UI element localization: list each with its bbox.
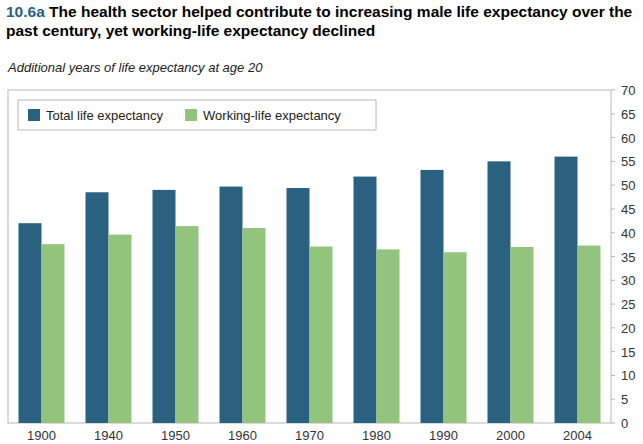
- bar: [287, 188, 310, 423]
- y-tick-label: 65: [621, 107, 635, 122]
- bar: [86, 192, 109, 423]
- bar: [555, 157, 578, 423]
- y-tick: [611, 90, 615, 91]
- y-tick-label: 5: [621, 392, 628, 407]
- y-tick-label: 15: [621, 345, 635, 360]
- y-tick: [611, 399, 615, 400]
- y-tick-label: 10: [621, 368, 635, 383]
- y-tick-label: 30: [621, 273, 635, 288]
- bars: [19, 157, 601, 423]
- y-tick-label: 0: [621, 416, 628, 431]
- y-tick-label: 25: [621, 297, 635, 312]
- x-tick-label: 2004: [563, 428, 592, 443]
- title: 10.6a The health sector helped contribut…: [6, 2, 636, 40]
- y-tick-label: 55: [621, 154, 635, 169]
- legend-label: Working-life expectancy: [203, 108, 341, 123]
- y-tick: [611, 161, 615, 162]
- bar: [511, 247, 534, 423]
- y-tick: [611, 137, 615, 138]
- bar: [354, 177, 377, 423]
- legend-swatch: [185, 109, 197, 121]
- bar: [310, 247, 333, 423]
- x-tick-label: 1980: [362, 428, 391, 443]
- subtitle: Additional years of life expectancy at a…: [8, 60, 262, 75]
- x-tick-label: 1950: [161, 428, 190, 443]
- bar: [243, 228, 266, 423]
- y-tick: [611, 280, 615, 281]
- y-tick-label: 45: [621, 202, 635, 217]
- legend-swatch: [28, 109, 40, 121]
- plot-frame: [8, 90, 611, 423]
- bar: [220, 187, 243, 423]
- y-tick-label: 40: [621, 226, 635, 241]
- legend-box: [18, 100, 376, 130]
- bar: [19, 223, 42, 423]
- y-tick: [611, 375, 615, 376]
- bar: [578, 246, 601, 423]
- chart: 0 5 10 15 20 25 30 35 40 45 50 55 60 65 70 1900 1940 1950…: [0, 0, 643, 444]
- bar: [109, 235, 132, 423]
- bar: [444, 252, 467, 423]
- y-tick: [611, 351, 615, 352]
- bar: [421, 170, 444, 423]
- y-tick: [611, 185, 615, 186]
- bar: [176, 226, 199, 423]
- bar: [488, 161, 511, 423]
- bar: [42, 244, 65, 423]
- x-tick-label: 1960: [228, 428, 257, 443]
- y-tick: [611, 232, 615, 233]
- x-tick-label: 1990: [429, 428, 458, 443]
- y-tick: [611, 304, 615, 305]
- y-tick-label: 20: [621, 321, 635, 336]
- legend: Total life expectancy Working-life expect…: [18, 100, 376, 130]
- x-tick-label: 1970: [295, 428, 324, 443]
- x-tick-label: 1900: [27, 428, 56, 443]
- x-tick-label: 2000: [496, 428, 525, 443]
- x-tick-label: 1940: [94, 428, 123, 443]
- bar: [153, 190, 176, 423]
- y-tick: [611, 113, 615, 114]
- y-tick: [611, 256, 615, 257]
- legend-label: Total life expectancy: [46, 108, 164, 123]
- y-tick: [611, 208, 615, 209]
- bar: [377, 249, 400, 423]
- y-tick: [611, 423, 615, 424]
- y-tick-label: 35: [621, 250, 635, 265]
- y-tick-label: 60: [621, 131, 635, 146]
- y-tick: [611, 327, 615, 328]
- y-tick-label: 50: [621, 178, 635, 193]
- y-tick-label: 70: [621, 83, 635, 98]
